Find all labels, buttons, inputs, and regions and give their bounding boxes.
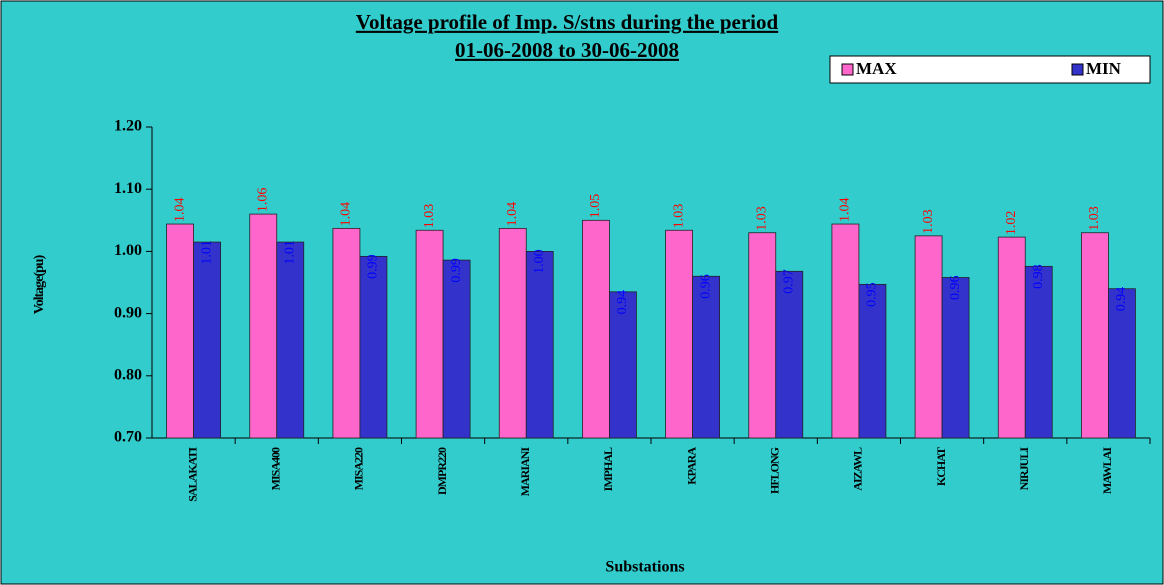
y-tick-label: 1.10 bbox=[114, 180, 142, 197]
bar bbox=[941, 277, 970, 439]
bar bbox=[665, 229, 693, 439]
bar bbox=[775, 270, 804, 439]
bar bbox=[442, 259, 471, 439]
x-tick-label: DMPR220 bbox=[435, 447, 449, 495]
x-tick-label: MISA220 bbox=[352, 447, 366, 490]
bar bbox=[332, 227, 361, 439]
x-tick-label: MISA400 bbox=[269, 447, 283, 490]
data-label: 1.01 bbox=[282, 240, 297, 265]
bar bbox=[193, 241, 221, 439]
x-tick-label: MAWLAI bbox=[1100, 447, 1114, 494]
x-tick-label: NIRJULI bbox=[1017, 447, 1031, 491]
x-tick-label: IMPHAL bbox=[601, 447, 615, 491]
data-label: 1.04 bbox=[339, 202, 354, 227]
bar bbox=[914, 235, 943, 439]
data-label: 0.96 bbox=[948, 276, 963, 301]
bar bbox=[276, 241, 305, 439]
bar bbox=[692, 275, 720, 439]
bar bbox=[748, 232, 777, 439]
x-tick-label: MARIANI bbox=[518, 447, 532, 497]
bar bbox=[858, 283, 887, 439]
data-label: 1.03 bbox=[1087, 206, 1102, 231]
bar bbox=[582, 219, 610, 439]
legend-label: MAX bbox=[856, 59, 897, 78]
data-label: 0.97 bbox=[781, 269, 796, 294]
data-label: 1.03 bbox=[754, 206, 769, 231]
y-tick-label: 1.20 bbox=[114, 118, 142, 135]
x-tick-label: KPARA bbox=[684, 447, 698, 485]
legend-swatch bbox=[1071, 63, 1084, 76]
y-axis-label: Voltage(pu) bbox=[32, 254, 47, 314]
data-label: 0.94 bbox=[1114, 287, 1129, 312]
bar bbox=[359, 255, 388, 439]
data-label: 0.96 bbox=[698, 274, 713, 299]
y-tick-label: 0.80 bbox=[114, 366, 142, 383]
data-label: 1.05 bbox=[588, 194, 603, 219]
x-tick-label: KCHAT bbox=[934, 447, 948, 486]
x-tick-label: SALAKATI bbox=[185, 447, 199, 502]
data-label: 0.99 bbox=[449, 258, 464, 283]
x-tick-label: AIZAWL bbox=[851, 447, 865, 491]
y-tick-label: 0.70 bbox=[114, 429, 142, 446]
x-axis-label: Substations bbox=[605, 559, 684, 576]
chart-title: Voltage profile of Imp. S/stns during th… bbox=[356, 10, 779, 34]
y-tick-label: 1.00 bbox=[114, 242, 142, 259]
data-label: 1.00 bbox=[532, 249, 547, 274]
bar bbox=[1108, 288, 1136, 439]
data-label: 1.03 bbox=[422, 204, 437, 229]
bar bbox=[1024, 265, 1053, 439]
x-tick-label: HFLONG bbox=[768, 447, 782, 494]
legend-swatch bbox=[841, 63, 854, 76]
data-label: 0.98 bbox=[1031, 264, 1046, 289]
legend bbox=[829, 55, 1151, 84]
data-label: 1.04 bbox=[838, 198, 853, 223]
y-tick-label: 0.90 bbox=[114, 304, 142, 321]
data-label: 1.02 bbox=[1004, 211, 1019, 236]
data-label: 1.06 bbox=[255, 188, 270, 213]
data-label: 1.04 bbox=[505, 202, 520, 227]
data-label: 1.03 bbox=[671, 204, 686, 229]
bar bbox=[997, 236, 1026, 439]
bar bbox=[525, 250, 554, 439]
bar bbox=[166, 223, 194, 439]
bar bbox=[249, 213, 278, 439]
data-label: 0.95 bbox=[865, 282, 880, 307]
data-label: 0.94 bbox=[615, 290, 630, 315]
data-label: 1.04 bbox=[172, 198, 187, 223]
data-label: 1.03 bbox=[921, 209, 936, 234]
bar bbox=[498, 227, 527, 439]
chart-subtitle: 01-06-2008 to 30-06-2008 bbox=[455, 38, 679, 62]
bar bbox=[415, 229, 444, 439]
bar bbox=[1081, 232, 1109, 439]
data-label: 0.99 bbox=[366, 254, 381, 279]
legend-label: MIN bbox=[1086, 59, 1122, 78]
bar bbox=[831, 223, 860, 439]
data-label: 1.01 bbox=[199, 240, 214, 265]
bar bbox=[609, 291, 637, 439]
